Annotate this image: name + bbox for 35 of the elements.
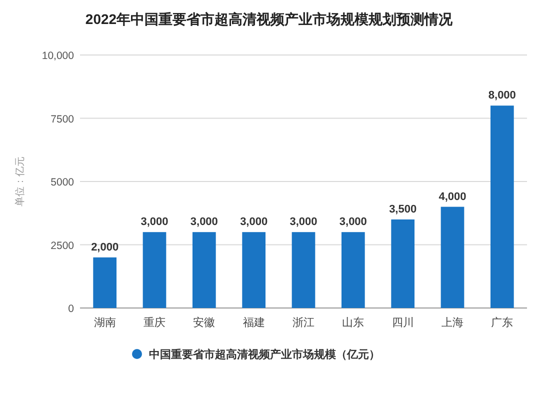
y-tick-label: 2500 [50, 240, 74, 252]
bar [192, 232, 216, 308]
chart-title: 2022年中国重要省市超高清视频产业市场规模规划预测情况 [85, 11, 454, 27]
x-tick-label: 湖南 [94, 316, 116, 329]
bar [242, 232, 266, 308]
x-tick-label: 安徽 [193, 316, 216, 329]
legend-label: 中国重要省市超高清视频产业市场规模（亿元） [149, 348, 380, 361]
y-tick-label: 10,000 [42, 50, 74, 62]
data-label: 4,000 [438, 190, 466, 203]
x-tick-label: 福建 [242, 316, 265, 329]
bar [490, 106, 514, 308]
data-label: 3,000 [240, 216, 268, 228]
data-label: 3,000 [339, 216, 367, 228]
y-tick-label: 0 [68, 303, 74, 315]
bar [292, 232, 316, 308]
bar [440, 206, 464, 308]
bar [391, 219, 415, 308]
data-label: 3,000 [140, 216, 168, 228]
x-tick-label: 山东 [342, 316, 364, 329]
x-tick-label: 重庆 [144, 316, 166, 329]
data-label: 2,000 [91, 241, 119, 254]
y-tick-label: 5000 [50, 176, 74, 188]
x-tick-label: 上海 [442, 316, 464, 329]
x-tick-label: 浙江 [292, 316, 314, 329]
bar [341, 232, 365, 308]
data-label: 3,000 [290, 216, 318, 228]
x-tick-label: 四川 [392, 316, 414, 329]
data-label: 3,500 [389, 203, 417, 216]
x-tick-label: 广东 [491, 316, 514, 329]
bar [93, 257, 117, 308]
bar [142, 232, 166, 308]
y-tick-label: 7500 [50, 113, 74, 126]
data-label: 3,000 [190, 216, 218, 228]
y-axis-title: 单位：亿元 [14, 156, 26, 206]
data-label: 8,000 [488, 90, 516, 102]
